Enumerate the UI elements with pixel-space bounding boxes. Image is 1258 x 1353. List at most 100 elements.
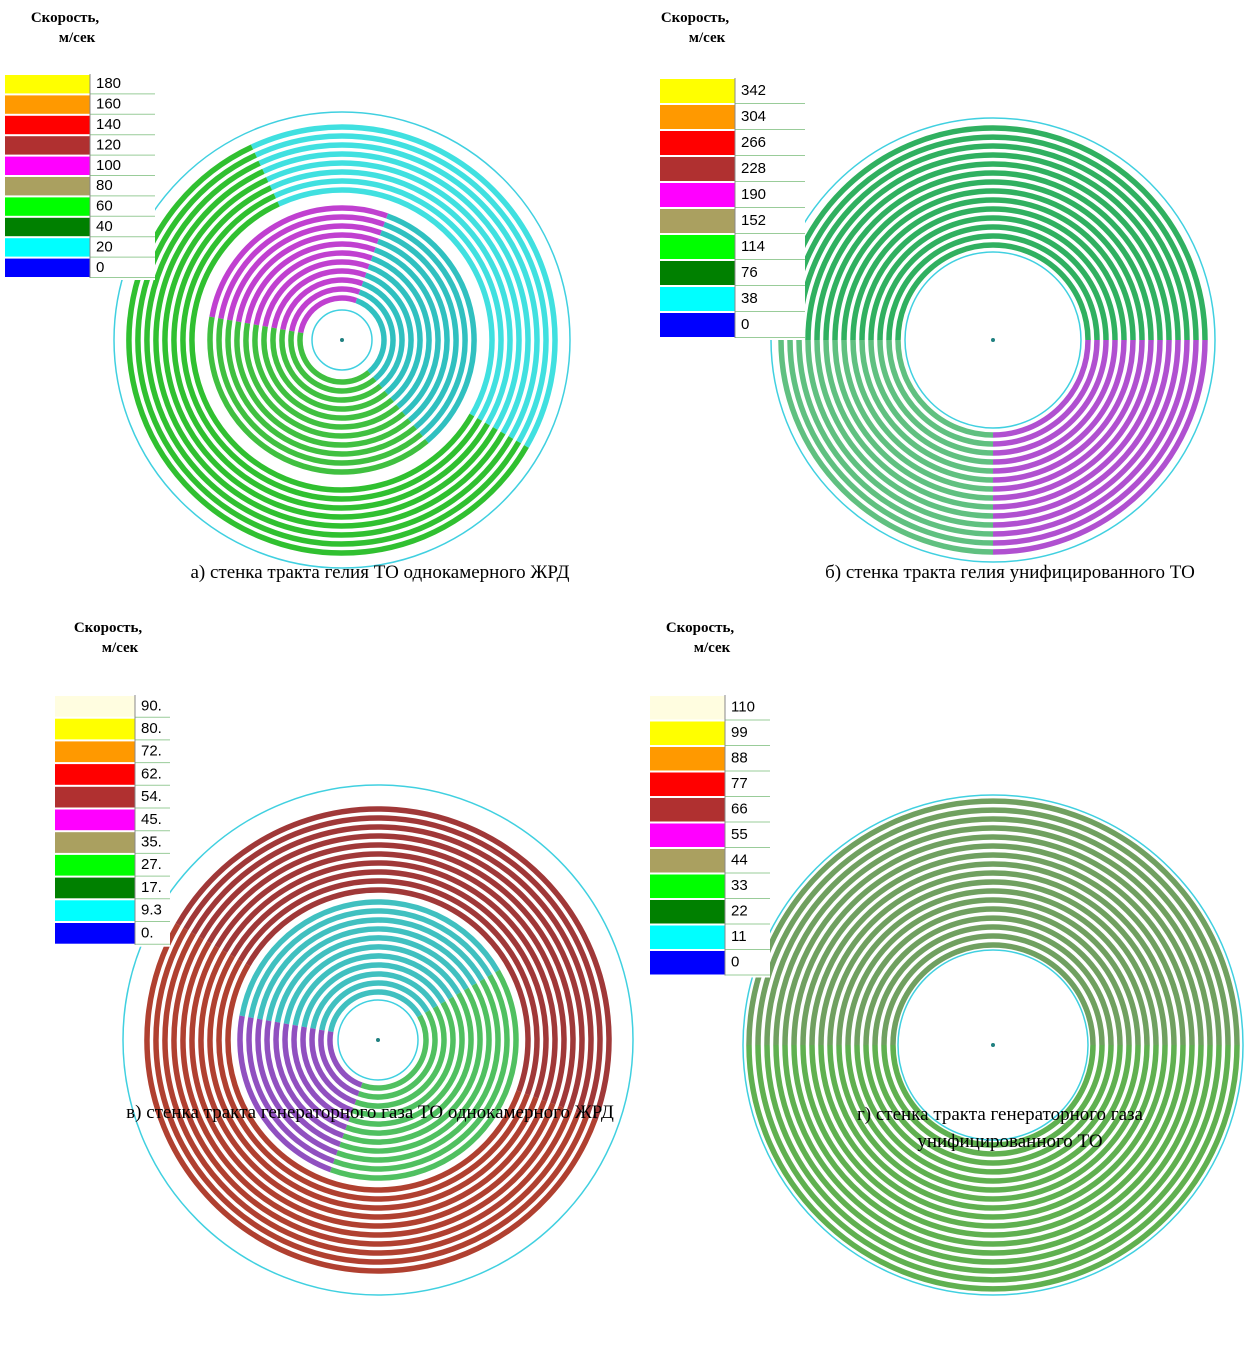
- legend-title: Скорость,: [74, 620, 143, 636]
- legend-label: 152: [741, 212, 766, 229]
- legend-swatch: [650, 875, 725, 899]
- legend-swatch: [55, 764, 135, 785]
- legend-swatch: [660, 183, 735, 207]
- legend-label: 90.: [141, 697, 162, 714]
- legend-label: 0.: [141, 924, 154, 941]
- legend-swatch: [660, 105, 735, 129]
- legend-title: м/сек: [102, 640, 139, 656]
- legend-swatch: [660, 313, 735, 337]
- legend-swatch: [55, 832, 135, 853]
- legend-swatch: [5, 238, 90, 256]
- figure: Скорость, м/сек 180 160 140 120 100 80 60 40 20 0 а)…: [0, 0, 1258, 1353]
- legend-label: 40: [96, 218, 113, 235]
- legend-swatch: [55, 878, 135, 899]
- legend-label: 17.: [141, 879, 162, 896]
- legend-swatch: [660, 261, 735, 285]
- legend-label: 342: [741, 82, 766, 99]
- legend-label: 33: [731, 877, 748, 894]
- legend-label: 72.: [141, 743, 162, 760]
- legend-swatch: [650, 824, 725, 848]
- legend-title: Скорость,: [666, 620, 735, 636]
- legend-label: 0: [96, 259, 104, 276]
- legend-label: 38: [741, 290, 758, 307]
- legend-swatch: [660, 209, 735, 233]
- legend-label: 0: [731, 954, 739, 971]
- center-dot: [991, 338, 995, 342]
- legend-swatch: [55, 719, 135, 740]
- panel: Скорость, м/сек 180 160 140 120 100 80 60 40 20 0 а)…: [5, 10, 570, 583]
- legend-swatch: [5, 177, 90, 195]
- legend-swatch: [5, 218, 90, 236]
- legend-swatch: [55, 900, 135, 921]
- legend-swatch: [55, 741, 135, 762]
- legend-swatch: [650, 747, 725, 771]
- legend-swatch: [650, 926, 725, 950]
- legend-title: м/сек: [694, 640, 731, 656]
- legend-title: м/сек: [59, 30, 96, 46]
- legend-label: 304: [741, 108, 766, 125]
- panel: Скорость, м/сек 90. 80. 72. 62. 54. 45. 35. 27. 17…: [55, 620, 633, 1295]
- legend-swatch: [650, 696, 725, 720]
- legend-label: 80: [96, 177, 113, 194]
- legend-swatch: [55, 696, 135, 717]
- legend-label: 55: [731, 826, 748, 843]
- legend-swatch: [5, 95, 90, 113]
- legend-label: 20: [96, 238, 113, 255]
- legend-label: 44: [731, 852, 748, 869]
- legend-label: 62.: [141, 765, 162, 782]
- caption: унифицированного ТО: [917, 1131, 1102, 1152]
- legend-swatch: [650, 798, 725, 822]
- legend-label: 114: [741, 238, 765, 255]
- legend-swatch: [55, 810, 135, 831]
- legend-swatch: [5, 116, 90, 134]
- legend-label: 60: [96, 198, 113, 215]
- legend-title: Скорость,: [31, 10, 100, 26]
- center-dot: [340, 338, 344, 342]
- legend-label: 35.: [141, 834, 162, 851]
- legend-label: 120: [96, 136, 121, 153]
- legend-label: 140: [96, 116, 121, 133]
- caption: г) стенка тракта генераторного газа: [857, 1104, 1144, 1125]
- legend-label: 9.3: [141, 902, 162, 919]
- caption: в) стенка тракта генераторного газа ТО о…: [126, 1102, 614, 1123]
- legend-label: 80.: [141, 720, 162, 737]
- center-dot: [991, 1043, 995, 1047]
- legend-title: м/сек: [689, 30, 726, 46]
- legend-swatch: [660, 287, 735, 311]
- legend-swatch: [660, 157, 735, 181]
- panel: Скорость,м/сек34230426622819015211476380…: [660, 10, 1215, 583]
- legend-swatch: [5, 136, 90, 154]
- legend-swatch: [5, 197, 90, 215]
- legend-swatch: [650, 722, 725, 746]
- legend-swatch: [650, 900, 725, 924]
- legend-swatch: [660, 79, 735, 103]
- legend-swatch: [5, 259, 90, 277]
- legend-label: 266: [741, 134, 766, 151]
- legend-label: 54.: [141, 788, 162, 805]
- legend-label: 45.: [141, 811, 162, 828]
- legend-swatch: [650, 773, 725, 797]
- legend-label: 180: [96, 75, 121, 92]
- legend-label: 27.: [141, 856, 162, 873]
- legend-label: 11: [731, 928, 747, 945]
- legend-label: 100: [96, 157, 121, 174]
- legend-swatch: [650, 849, 725, 873]
- legend-label: 66: [731, 801, 748, 818]
- legend-label: 160: [96, 96, 121, 113]
- legend-label: 228: [741, 160, 766, 177]
- legend-swatch: [660, 131, 735, 155]
- legend-swatch: [650, 951, 725, 975]
- legend-swatch: [5, 157, 90, 175]
- legend-swatch: [5, 75, 90, 93]
- legend-swatch: [55, 855, 135, 876]
- legend-label: 88: [731, 750, 748, 767]
- legend-label: 22: [731, 903, 748, 920]
- legend-swatch: [55, 787, 135, 808]
- legend-swatch: [55, 923, 135, 944]
- caption: б) стенка тракта гелия унифицированного …: [825, 562, 1195, 583]
- legend-label: 190: [741, 186, 766, 203]
- legend-swatch: [660, 235, 735, 259]
- caption: а) стенка тракта гелия ТО однокамерного …: [190, 562, 569, 583]
- legend-label: 0: [741, 316, 749, 333]
- legend-title: Скорость,: [661, 10, 730, 26]
